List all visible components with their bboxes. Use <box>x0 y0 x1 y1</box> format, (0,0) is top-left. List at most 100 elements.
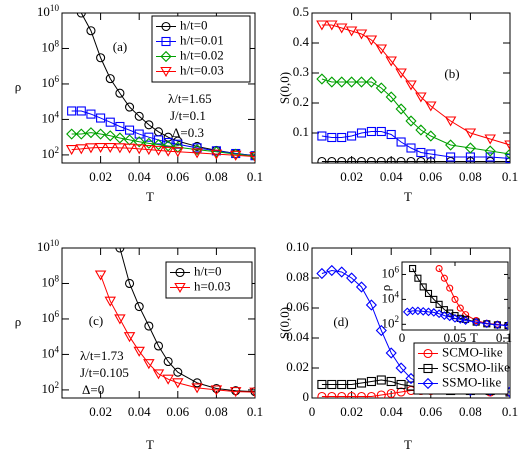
marker <box>430 295 438 303</box>
y-tick-label: 0.08 <box>286 269 309 284</box>
legend-label: h=0.03 <box>194 278 231 293</box>
marker <box>425 130 437 142</box>
y-tick-label: 106 <box>41 74 59 90</box>
series-line <box>71 147 255 158</box>
marker <box>327 156 337 163</box>
marker <box>160 50 172 63</box>
marker <box>337 132 347 143</box>
marker <box>414 274 422 282</box>
marker <box>471 317 481 327</box>
marker <box>229 150 242 161</box>
marker <box>152 369 165 380</box>
plot-frame <box>311 12 511 164</box>
marker <box>419 283 427 291</box>
x-tick-label: 0.08 <box>205 404 228 419</box>
y-tick-label: 104 <box>381 289 399 305</box>
marker <box>143 145 155 156</box>
marker <box>192 143 202 153</box>
x-axis-label: T <box>146 189 154 204</box>
marker <box>375 82 387 94</box>
marker <box>395 68 407 79</box>
annotation: Δ=0.3 <box>172 125 204 140</box>
marker <box>326 264 338 277</box>
marker <box>317 131 327 141</box>
y-axis-label: ρ <box>15 79 22 94</box>
marker <box>123 134 136 146</box>
legend-label: h/t=0.03 <box>180 62 224 77</box>
marker <box>125 278 135 289</box>
annotation: (a) <box>113 39 127 54</box>
x-tick-label: 0.02 <box>89 404 112 419</box>
annotation: (b) <box>444 66 459 81</box>
x-tick-label: 0 <box>399 330 406 345</box>
marker <box>355 76 368 88</box>
marker <box>95 128 107 140</box>
y-tick-label: 0.1 <box>293 124 309 139</box>
legend-label: SSMO-like <box>442 374 501 389</box>
x-tick-label: 0.1 <box>247 404 263 419</box>
marker <box>143 137 155 149</box>
marker <box>115 248 125 253</box>
marker <box>114 132 126 144</box>
marker <box>105 117 115 127</box>
marker <box>405 80 417 91</box>
y-tick-label: 1010 <box>37 3 60 19</box>
marker <box>173 367 183 377</box>
plot-data <box>402 264 508 330</box>
marker <box>356 378 367 388</box>
marker <box>376 390 386 398</box>
marker <box>385 347 397 359</box>
marker <box>355 29 368 40</box>
marker <box>104 143 116 154</box>
marker <box>317 391 327 398</box>
marker <box>366 391 376 398</box>
marker <box>134 111 144 121</box>
marker <box>144 321 154 331</box>
marker <box>162 146 174 157</box>
marker <box>210 149 223 160</box>
marker <box>386 388 396 398</box>
marker <box>346 272 358 284</box>
marker <box>451 295 459 303</box>
series-line <box>80 13 255 157</box>
marker <box>456 304 464 312</box>
y-tick-label: 106 <box>41 309 59 325</box>
marker <box>426 149 436 159</box>
x-tick-label: 0.06 <box>419 169 442 184</box>
marker <box>144 132 154 142</box>
marker <box>144 120 154 130</box>
marker <box>345 26 358 37</box>
legend-label: h/t=0 <box>180 17 208 32</box>
marker <box>327 391 337 398</box>
x-tick-label: 0.08 <box>459 404 482 419</box>
x-tick-label: 0.02 <box>340 169 363 184</box>
marker <box>163 137 173 148</box>
marker <box>484 145 496 157</box>
y-tick-label: 102 <box>381 314 399 330</box>
marker <box>75 144 88 155</box>
y-tick-label: 102 <box>41 145 59 161</box>
marker <box>211 383 221 394</box>
marker <box>249 152 255 163</box>
marker <box>85 127 97 139</box>
marker <box>123 332 136 343</box>
marker <box>317 379 327 390</box>
marker <box>114 143 126 154</box>
marker <box>336 266 348 278</box>
x-tick-label: 0.04 <box>380 404 403 419</box>
marker <box>96 53 106 63</box>
marker <box>376 375 386 385</box>
marker <box>133 144 145 155</box>
marker <box>337 391 347 398</box>
y-tick-label: 108 <box>41 38 59 54</box>
marker <box>416 147 426 158</box>
marker <box>316 73 328 85</box>
marker <box>385 91 397 103</box>
marker <box>444 116 457 127</box>
marker <box>355 281 368 293</box>
marker <box>445 312 455 322</box>
x-tick-label: 0.06 <box>419 404 442 419</box>
marker <box>191 148 203 159</box>
y-tick-label: 0.02 <box>286 359 309 374</box>
